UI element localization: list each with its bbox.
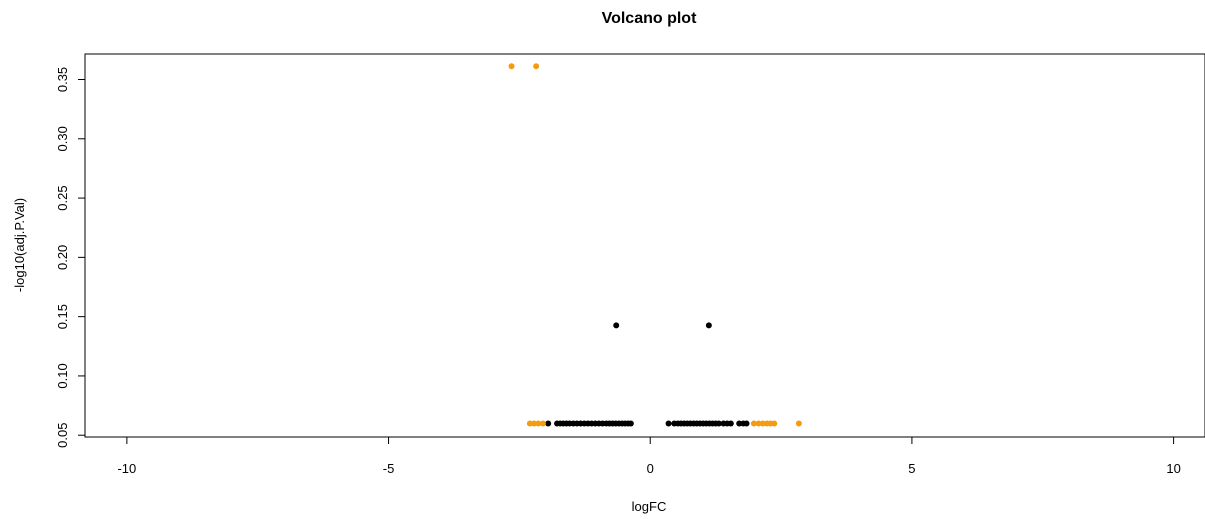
x-axis: -10 -5 0 5 10 bbox=[117, 436, 1181, 476]
data-point bbox=[750, 420, 757, 427]
data-point bbox=[755, 420, 762, 427]
data-point bbox=[759, 420, 766, 427]
data-point bbox=[627, 420, 634, 427]
x-axis-label: logFC bbox=[632, 499, 667, 514]
data-point bbox=[727, 420, 734, 427]
x-tick-label: 5 bbox=[908, 461, 915, 476]
data-point bbox=[705, 322, 712, 329]
y-tick-label: 0.15 bbox=[55, 304, 70, 329]
chart-title: Volcano plot bbox=[602, 10, 697, 27]
data-point bbox=[533, 63, 540, 70]
data-point bbox=[535, 420, 542, 427]
x-tick-label: 0 bbox=[647, 461, 654, 476]
data-point bbox=[771, 420, 778, 427]
data-point bbox=[508, 63, 515, 70]
x-tick-label: -10 bbox=[117, 461, 136, 476]
data-point bbox=[613, 322, 620, 329]
y-axis-label: -log10(adj.P.Val) bbox=[12, 198, 27, 292]
y-tick-label: 0.30 bbox=[55, 126, 70, 151]
data-point bbox=[545, 420, 552, 427]
y-tick-label: 0.10 bbox=[55, 363, 70, 388]
data-point bbox=[743, 420, 750, 427]
data-point bbox=[531, 420, 538, 427]
y-tick-label: 0.25 bbox=[55, 185, 70, 210]
data-point bbox=[526, 420, 533, 427]
data-point bbox=[539, 420, 546, 427]
x-tick-label: 10 bbox=[1166, 461, 1180, 476]
plot-frame bbox=[84, 53, 1205, 438]
y-tick-label: 0.35 bbox=[55, 67, 70, 92]
data-point bbox=[715, 420, 722, 427]
y-tick-label: 0.20 bbox=[55, 245, 70, 270]
y-tick-label: 0.05 bbox=[55, 423, 70, 448]
y-axis: 0.05 0.10 0.15 0.20 0.25 0.30 0.35 bbox=[55, 67, 86, 448]
data-point bbox=[795, 420, 802, 427]
data-point bbox=[665, 420, 672, 427]
x-tick-label: -5 bbox=[383, 461, 395, 476]
data-points bbox=[508, 63, 802, 427]
data-point bbox=[736, 420, 743, 427]
